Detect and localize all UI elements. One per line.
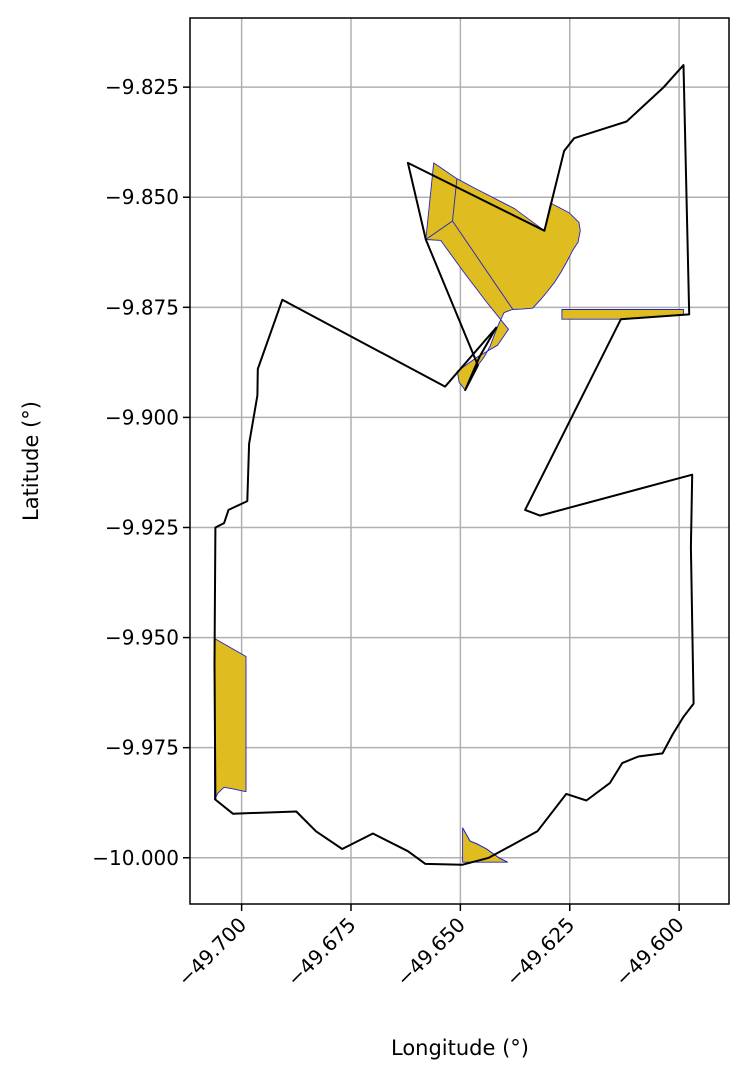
- grid-lines: [190, 18, 729, 904]
- y-tick-label-3: −9.900: [105, 405, 179, 429]
- outline-polygons: [213, 64, 695, 866]
- fill-edge-1: [452, 220, 514, 310]
- outline-polygon: [213, 64, 695, 866]
- filled-regions: [214, 162, 684, 863]
- filled-region-2: [214, 638, 247, 801]
- y-tick-label-5: −9.950: [105, 626, 179, 650]
- plot-frame: [189, 17, 730, 905]
- y-axis-label: Latitude (°): [19, 401, 43, 521]
- y-tick-label-4: −9.925: [105, 515, 179, 539]
- y-tick-label-6: −9.975: [105, 736, 179, 760]
- y-tick-label-2: −9.875: [105, 295, 179, 319]
- y-tick-label-1: −9.850: [105, 185, 179, 209]
- fill-edge-2: [462, 827, 508, 863]
- y-tick-label-7: −10.000: [92, 846, 179, 870]
- filled-region-1: [561, 309, 684, 320]
- x-axis-label: Longitude (°): [391, 1036, 529, 1060]
- y-tick-label-0: −9.825: [105, 75, 179, 99]
